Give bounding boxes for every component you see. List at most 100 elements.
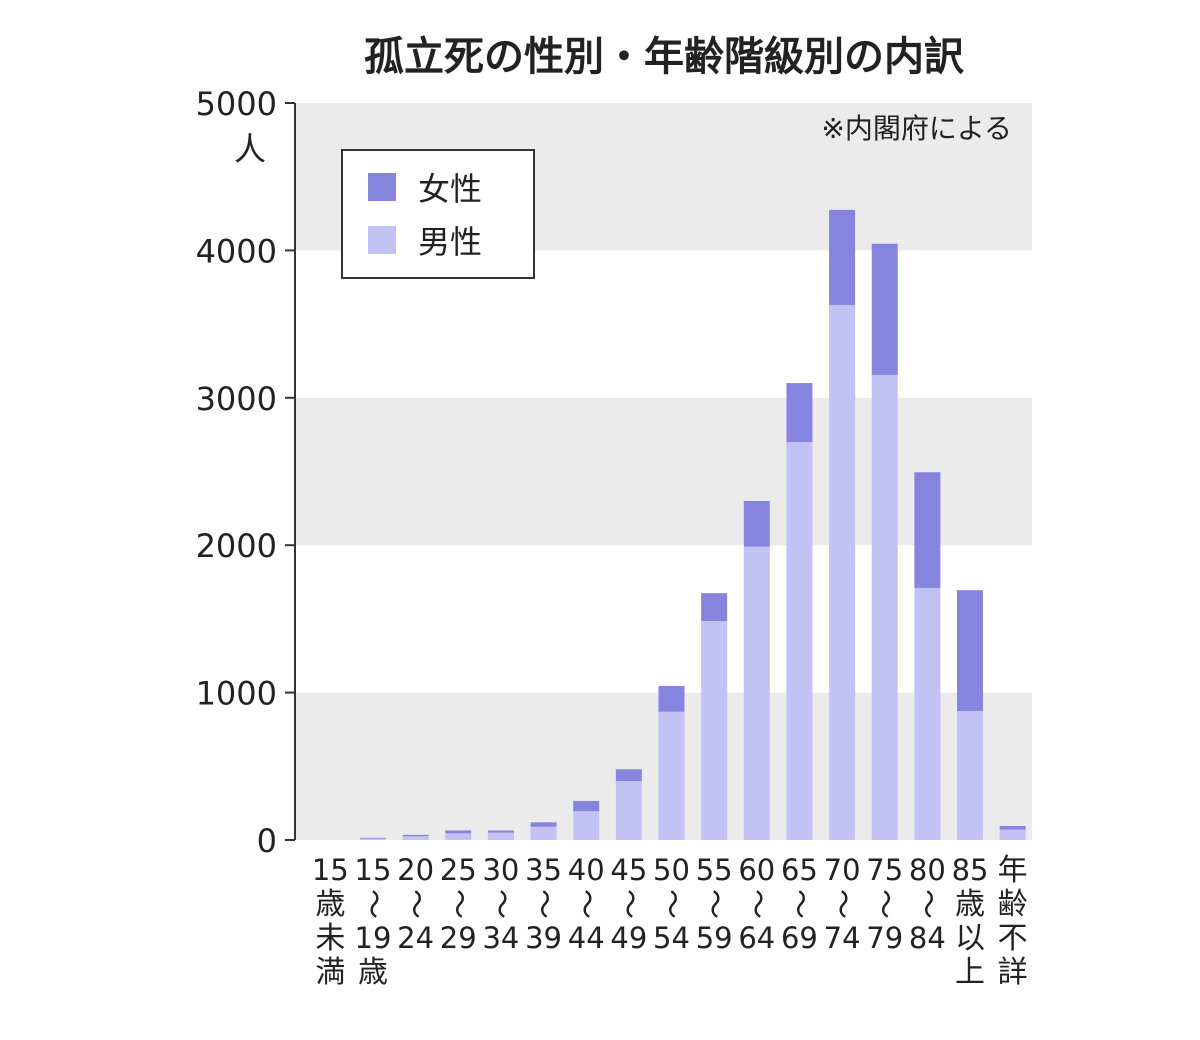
grid-band [295, 397, 1032, 546]
x-tick-label: 15 [312, 853, 349, 887]
bar-female [999, 825, 1026, 830]
bar-male [957, 711, 984, 840]
legend-label-male: 男性 [418, 223, 482, 261]
x-tick-label: 〜 [739, 889, 774, 919]
legend-label-female: 女性 [418, 170, 482, 208]
x-tick-label: 45 [610, 853, 647, 887]
x-tick-label: 満 [315, 955, 345, 990]
x-tick-label: 〜 [824, 889, 859, 919]
y-tick-label: 5000 [196, 85, 277, 123]
x-tick-label: 〜 [568, 889, 603, 919]
bars [359, 209, 1026, 840]
x-tick-label: 84 [909, 921, 946, 955]
legend: 女性 男性 [341, 149, 535, 279]
legend-swatch-male [368, 226, 396, 254]
bar-female [701, 593, 728, 622]
x-tick-label: 29 [440, 921, 477, 955]
y-tick-label: 3000 [196, 380, 277, 418]
source-note: ※内閣府による [821, 112, 1012, 145]
x-tick-label: 上 [955, 955, 985, 990]
x-tick-label: 69 [781, 921, 818, 955]
x-tick-label: 〜 [398, 889, 433, 919]
x-tick-label: 24 [397, 921, 434, 955]
x-tick-label: 〜 [526, 889, 561, 919]
x-tick-label: 〜 [781, 889, 816, 919]
x-tick-label: 詳 [998, 955, 1028, 990]
bar-male [359, 838, 386, 840]
bar-female [530, 822, 557, 827]
x-tick-label: 85 [952, 853, 989, 887]
bar-male [701, 621, 728, 840]
bar-male [829, 304, 856, 840]
x-axis-labels: 15歳未満15〜19歳20〜2425〜2930〜3435〜3940〜4445〜4… [312, 853, 1028, 990]
x-tick-label: 〜 [611, 889, 646, 919]
x-tick-label: 〜 [867, 889, 902, 919]
x-tick-label: 80 [909, 853, 946, 887]
legend-swatch-female [368, 173, 396, 201]
x-tick-label: 〜 [440, 889, 475, 919]
y-axis-unit: 人 [234, 130, 266, 168]
x-tick-label: 39 [525, 921, 562, 955]
bar-female [487, 830, 514, 833]
x-tick-label: 30 [482, 853, 519, 887]
x-tick-label: 75 [866, 853, 903, 887]
bar-female [402, 834, 429, 837]
x-tick-label: 79 [866, 921, 903, 955]
x-tick-label: 以 [955, 921, 985, 956]
x-tick-label: 〜 [483, 889, 518, 919]
bar-female [743, 500, 770, 547]
bar-female [615, 769, 642, 782]
x-tick-label: 54 [653, 921, 690, 955]
x-tick-label: 34 [482, 921, 519, 955]
y-tick-label: 1000 [196, 675, 277, 713]
x-tick-label: 歳 [358, 955, 388, 990]
bar-male [999, 829, 1026, 840]
x-tick-label: 〜 [696, 889, 731, 919]
x-tick-label: 44 [568, 921, 605, 955]
x-tick-label: 25 [440, 853, 477, 887]
x-tick-label: 不 [998, 921, 1028, 956]
bar-female [445, 830, 472, 834]
bar-male [786, 442, 813, 840]
x-tick-label: 20 [397, 853, 434, 887]
x-tick-label: 歳 [955, 887, 985, 922]
x-tick-label: 〜 [355, 889, 390, 919]
bar-male [871, 374, 898, 840]
chart-title: 孤立死の性別・年齢階級別の内訳 [364, 34, 965, 80]
legend-box [341, 149, 535, 279]
x-tick-label: 35 [525, 853, 562, 887]
bar-male [658, 711, 685, 840]
x-tick-label: 65 [781, 853, 818, 887]
bar-male [487, 832, 514, 840]
bar-female [786, 383, 813, 443]
bar-male [914, 587, 941, 840]
x-tick-label: 15 [355, 853, 392, 887]
bar-female [957, 590, 984, 712]
x-tick-label: 59 [696, 921, 733, 955]
x-tick-label: 40 [568, 853, 605, 887]
bar-male [743, 546, 770, 840]
bar-female [573, 800, 600, 812]
bar-male [615, 781, 642, 840]
x-tick-label: 50 [653, 853, 690, 887]
x-tick-label: 55 [696, 853, 733, 887]
bar-male [573, 811, 600, 840]
x-tick-label: 74 [824, 921, 861, 955]
bar-female [914, 472, 941, 588]
bar-male [402, 836, 429, 840]
bar-female [658, 685, 685, 712]
x-tick-label: 19 [355, 921, 392, 955]
bar-male [445, 833, 472, 840]
x-tick-label: 齢 [998, 887, 1028, 922]
bar-female [359, 837, 386, 839]
x-tick-label: 49 [610, 921, 647, 955]
x-tick-label: 歳 [315, 887, 345, 922]
bar-female [829, 209, 856, 305]
x-tick-label: 未 [315, 921, 345, 956]
y-tick-label: 0 [257, 822, 277, 860]
x-tick-label: 60 [738, 853, 775, 887]
x-tick-label: 年 [998, 853, 1028, 888]
x-tick-label: 70 [824, 853, 861, 887]
x-tick-label: 64 [738, 921, 775, 955]
